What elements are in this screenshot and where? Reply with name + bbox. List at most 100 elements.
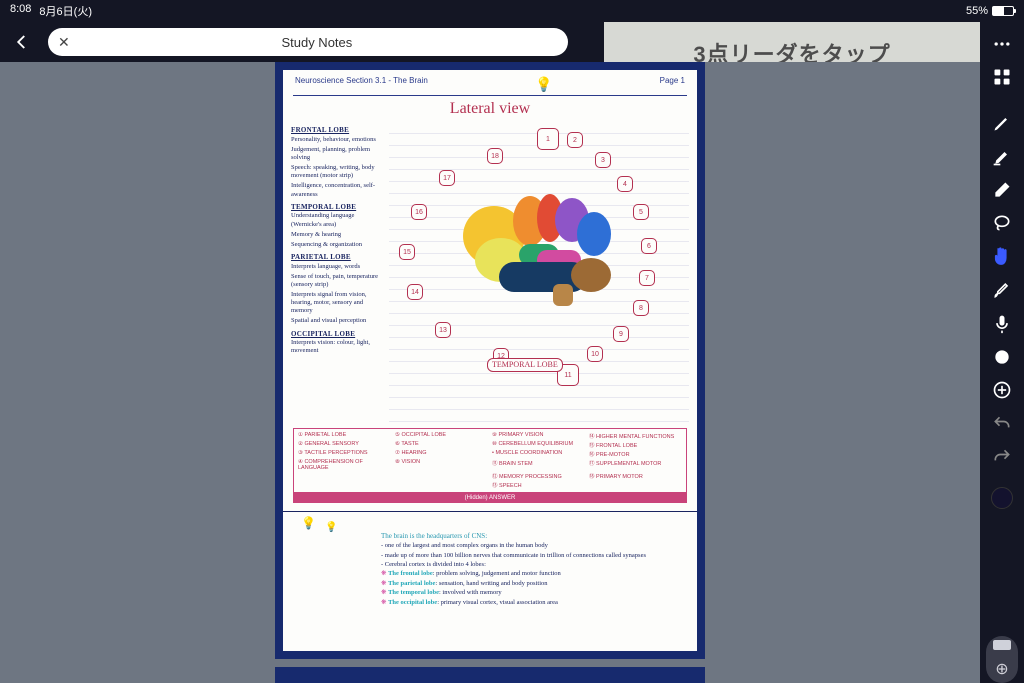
summary-line: - one of the largest and most complex or… <box>381 542 679 550</box>
diagram-marker-14: 14 <box>407 284 423 300</box>
legend-item <box>589 481 682 489</box>
summary-lobe: The occipital lobe: primary visual corte… <box>381 599 679 607</box>
eraser-icon[interactable] <box>986 174 1018 205</box>
legend-item: ③ TACTILE PERCEPTIONS <box>298 450 391 458</box>
note-line: Personality, behaviour, emotions <box>291 136 383 144</box>
mic-icon[interactable] <box>986 308 1018 339</box>
diagram-marker-13: 13 <box>435 322 451 338</box>
legend-item: ⑮ FRONTAL LOBE <box>589 441 682 449</box>
summary-line: - Cerebral cortex is divided into 4 lobe… <box>381 561 679 569</box>
highlighter-icon[interactable] <box>986 141 1018 172</box>
legend-item: ② GENERAL SENSORY <box>298 441 391 449</box>
right-toolbar: ⊕ <box>980 22 1024 683</box>
answer-marker: TEMPORAL LOBE <box>487 358 563 372</box>
summary-lobe: The temporal lobe: involved with memory <box>381 589 679 597</box>
note-line: Interprets vision: colour, light, moveme… <box>291 339 383 355</box>
frontal-heading: FRONTAL LOBE <box>291 126 383 135</box>
summary-heading: The brain is the headquarters of CNS: <box>381 532 679 541</box>
note-line: Sequencing & organization <box>291 241 383 249</box>
note-page: Neuroscience Section 3.1 - The Brain 💡 P… <box>283 70 697 651</box>
battery-percent: 55% <box>966 5 988 17</box>
diagram-marker-10: 10 <box>587 346 603 362</box>
legend-item: ⑱ PRIMARY MOTOR <box>589 472 682 480</box>
brain-diagram: 123456789101112131415161718 TEMPORAL LOB… <box>389 122 689 422</box>
legend-item: ⑥ TASTE <box>395 441 488 449</box>
temporal-heading: TEMPORAL LOBE <box>291 203 383 212</box>
next-page-peek <box>275 667 705 683</box>
diagram-marker-5: 5 <box>633 204 649 220</box>
legend-item: ⑨ PRIMARY VISION <box>492 432 585 440</box>
undo-icon[interactable] <box>986 408 1018 439</box>
header-rule <box>293 95 687 96</box>
more-icon[interactable] <box>986 28 1018 59</box>
hand-icon[interactable] <box>986 241 1018 272</box>
diagram-marker-18: 18 <box>487 148 503 164</box>
diagram-marker-7: 7 <box>639 270 655 286</box>
bulb-icon: 💡 <box>535 76 552 93</box>
add-icon[interactable] <box>986 375 1018 406</box>
close-icon[interactable]: ✕ <box>58 34 70 51</box>
battery-icon <box>992 6 1014 16</box>
summary-line: - made up of more than 100 billion nerve… <box>381 552 679 560</box>
page-frame: Neuroscience Section 3.1 - The Brain 💡 P… <box>275 62 705 659</box>
note-line: Intelligence, concentration, self-awaren… <box>291 182 383 198</box>
diagram-title: Lateral view <box>283 100 697 118</box>
diagram-marker-3: 3 <box>595 152 611 168</box>
diagram-marker-4: 4 <box>617 176 633 192</box>
brain-shape <box>459 188 619 308</box>
note-line: Interprets signal from vision, hearing, … <box>291 291 383 315</box>
legend-item: ⑬ SPEECH <box>492 481 585 489</box>
diagram-marker-9: 9 <box>613 326 629 342</box>
divider-doodle <box>283 511 697 529</box>
grid-icon[interactable] <box>986 61 1018 92</box>
document-canvas[interactable]: Neuroscience Section 3.1 - The Brain 💡 P… <box>0 62 980 683</box>
back-button[interactable] <box>8 28 36 56</box>
note-line: Spatial and visual perception <box>291 317 383 325</box>
legend-item: ⑭ HIGHER MENTAL FUNCTIONS <box>589 432 682 440</box>
diagram-marker-8: 8 <box>633 300 649 316</box>
page-number: Page 1 <box>660 76 685 93</box>
legend-item: ④ COMPREHENSION OF LANGUAGE <box>298 459 391 471</box>
zoom-in-icon[interactable]: ⊕ <box>995 659 1008 679</box>
legend-item: ⑪ BRAIN STEM <box>492 459 585 471</box>
note-line: Sense of touch, pain, temperature (senso… <box>291 273 383 289</box>
status-time: 8:08 <box>10 3 31 19</box>
diagram-marker-6: 6 <box>641 238 657 254</box>
brush-icon[interactable] <box>986 274 1018 305</box>
document-title-pill[interactable]: ✕ Study Notes <box>48 28 568 56</box>
note-line: Judgement, planning, problem solving <box>291 146 383 162</box>
legend-item <box>395 472 488 480</box>
color-swatch[interactable] <box>986 483 1018 514</box>
occipital-heading: OCCIPITAL LOBE <box>291 330 383 339</box>
note-line: Speech: speaking, writing, body movement… <box>291 164 383 180</box>
keyboard-icon[interactable] <box>993 640 1011 650</box>
answer-bar[interactable]: (Hidden) ANSWER <box>293 493 687 503</box>
summary-lobe: The frontal lobe: problem solving, judge… <box>381 570 679 578</box>
redo-icon[interactable] <box>986 441 1018 472</box>
pen-icon[interactable] <box>986 108 1018 139</box>
diagram-marker-16: 16 <box>411 204 427 220</box>
summary-lobe: The parietal lobe: sensation, hand writi… <box>381 580 679 588</box>
status-bar: 8:08 8月6日(火) 55% <box>0 0 1024 22</box>
diagram-marker-2: 2 <box>567 132 583 148</box>
shape-icon[interactable] <box>986 341 1018 372</box>
note-line: Interprets language, words <box>291 263 383 271</box>
legend-box: ① PARIETAL LOBE⑤ OCCIPITAL LOBE⑨ PRIMARY… <box>293 428 687 493</box>
diagram-marker-15: 15 <box>399 244 415 260</box>
note-line: Memory & hearing <box>291 231 383 239</box>
legend-item: ⑧ VISION <box>395 459 488 471</box>
lasso-icon[interactable] <box>986 208 1018 239</box>
legend-item <box>298 481 391 489</box>
diagram-marker-1: 1 <box>537 128 559 150</box>
legend-item: ⑰ SUPPLEMENTAL MOTOR <box>589 459 682 471</box>
zoom-controls[interactable]: ⊕ <box>986 636 1018 683</box>
diagram-marker-17: 17 <box>439 170 455 186</box>
legend-item <box>298 472 391 480</box>
legend-item <box>395 481 488 489</box>
legend-item: ⑦ HEARING <box>395 450 488 458</box>
parietal-heading: PARIETAL LOBE <box>291 253 383 262</box>
note-line: Understanding language (Wernicke's area) <box>291 212 383 228</box>
section-title: Neuroscience Section 3.1 - The Brain <box>295 76 428 93</box>
document-title: Study Notes <box>80 35 554 50</box>
legend-item: ⑫ MEMORY PROCESSING <box>492 472 585 480</box>
